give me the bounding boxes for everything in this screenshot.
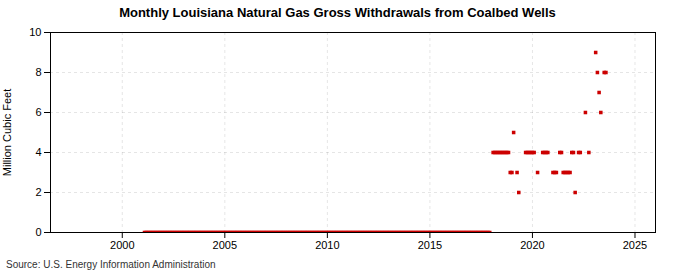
svg-text:10: 10	[29, 26, 41, 38]
html-text:Monthly Louisiana Natural Gas: Monthly Louisiana Natural Gas Gross With…	[119, 5, 556, 20]
svg-text:8: 8	[35, 66, 41, 78]
svg-text:Million Cubic Feet: Million Cubic Feet	[1, 89, 13, 176]
svg-text:2015: 2015	[418, 239, 442, 251]
html-text:Source: U.S. Energy Informatio: Source: U.S. Energy Information Administ…	[6, 259, 216, 270]
svg-text:0: 0	[35, 226, 41, 238]
svg-text:2005: 2005	[213, 239, 237, 251]
svg-text:2020: 2020	[520, 239, 544, 251]
svg-text:2000: 2000	[110, 239, 134, 251]
svg-text:6: 6	[35, 106, 41, 118]
svg-text:2: 2	[35, 186, 41, 198]
svg-text:2025: 2025	[623, 239, 647, 251]
svg-text:2010: 2010	[315, 239, 339, 251]
svg-text:4: 4	[35, 146, 41, 158]
